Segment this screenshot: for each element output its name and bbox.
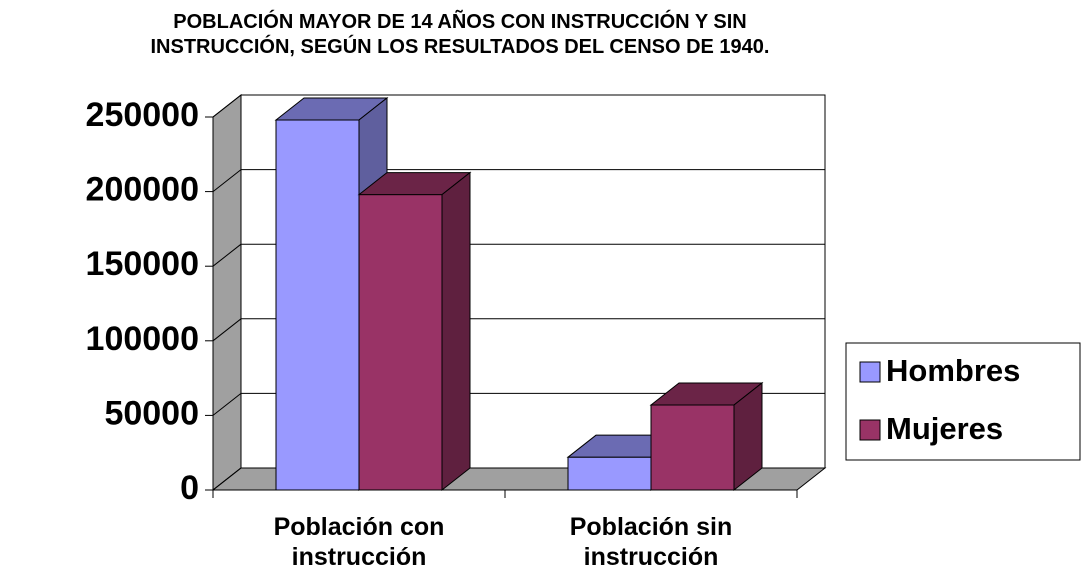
grid-line-side: [212, 243, 242, 267]
legend-swatch: [859, 419, 881, 441]
legend: [845, 342, 1081, 461]
legend-label: Hombres: [886, 353, 1020, 388]
legend-label: Mujeres: [886, 411, 1003, 446]
y-tick-label: 0: [180, 469, 199, 507]
chart-title: POBLACIÓN MAYOR DE 14 AÑOS CON INSTRUCCI…: [150, 11, 770, 58]
grid-line-side: [212, 169, 242, 192]
y-tick-label: 200000: [86, 171, 199, 209]
y-tick-label: 50000: [104, 394, 199, 432]
grid-line-side: [212, 318, 242, 342]
grid-line-side: [212, 393, 242, 416]
x-tick-label: Población con instrucción: [273, 513, 445, 571]
y-tick-label: 150000: [86, 245, 199, 283]
x-tick-label: Población sin instrucción: [569, 513, 733, 571]
bar: [650, 404, 735, 491]
y-tick-label: 100000: [86, 320, 199, 358]
grid-line-side: [212, 467, 242, 491]
bar-side: [733, 381, 763, 492]
bar: [358, 194, 443, 491]
grid-line-side: [212, 94, 242, 118]
bar: [567, 456, 652, 491]
bar: [275, 119, 360, 491]
y-tick-label: 250000: [86, 96, 199, 134]
legend-swatch: [859, 361, 881, 383]
bar-side: [441, 171, 471, 492]
side-wall: [212, 93, 242, 492]
